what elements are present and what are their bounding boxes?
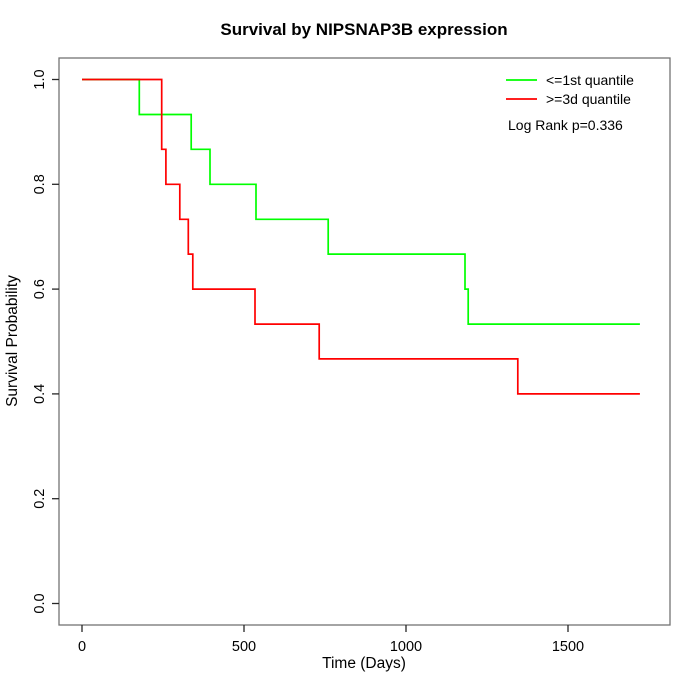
- y-tick-label: 0.8: [32, 174, 48, 194]
- y-tick-label: 1.0: [32, 69, 48, 89]
- y-tick-label: 0.0: [32, 593, 48, 613]
- x-axis-ticks: 0 500 1000 1500: [78, 625, 584, 655]
- plot-box: [58, 57, 671, 626]
- legend: <=1st quantile >=3d quantile Log Rank p=…: [506, 72, 634, 133]
- log-rank-annotation: Log Rank p=0.336: [508, 117, 623, 133]
- legend-label-first-quantile: <=1st quantile: [546, 72, 634, 88]
- x-tick-label: 1000: [390, 639, 422, 655]
- x-axis-title: Time (Days): [322, 655, 406, 672]
- survival-curves: [82, 78, 640, 395]
- legend-label-third-quantile: >=3d quantile: [546, 91, 631, 107]
- plot-title: Survival by NIPSNAP3B expression: [220, 20, 507, 39]
- y-axis-title: Survival Probability: [4, 275, 21, 407]
- x-tick-label: 1500: [552, 639, 584, 655]
- y-axis-ticks: 0.0 0.2 0.4 0.6 0.8 1.0: [32, 69, 59, 614]
- survival-curve-red: [82, 78, 640, 395]
- y-tick-label: 0.6: [32, 279, 48, 299]
- y-tick-label: 0.4: [32, 384, 48, 404]
- x-tick-label: 500: [232, 639, 256, 655]
- x-tick-label: 0: [78, 639, 86, 655]
- survival-curve-green: [82, 78, 640, 325]
- y-tick-label: 0.2: [32, 489, 48, 509]
